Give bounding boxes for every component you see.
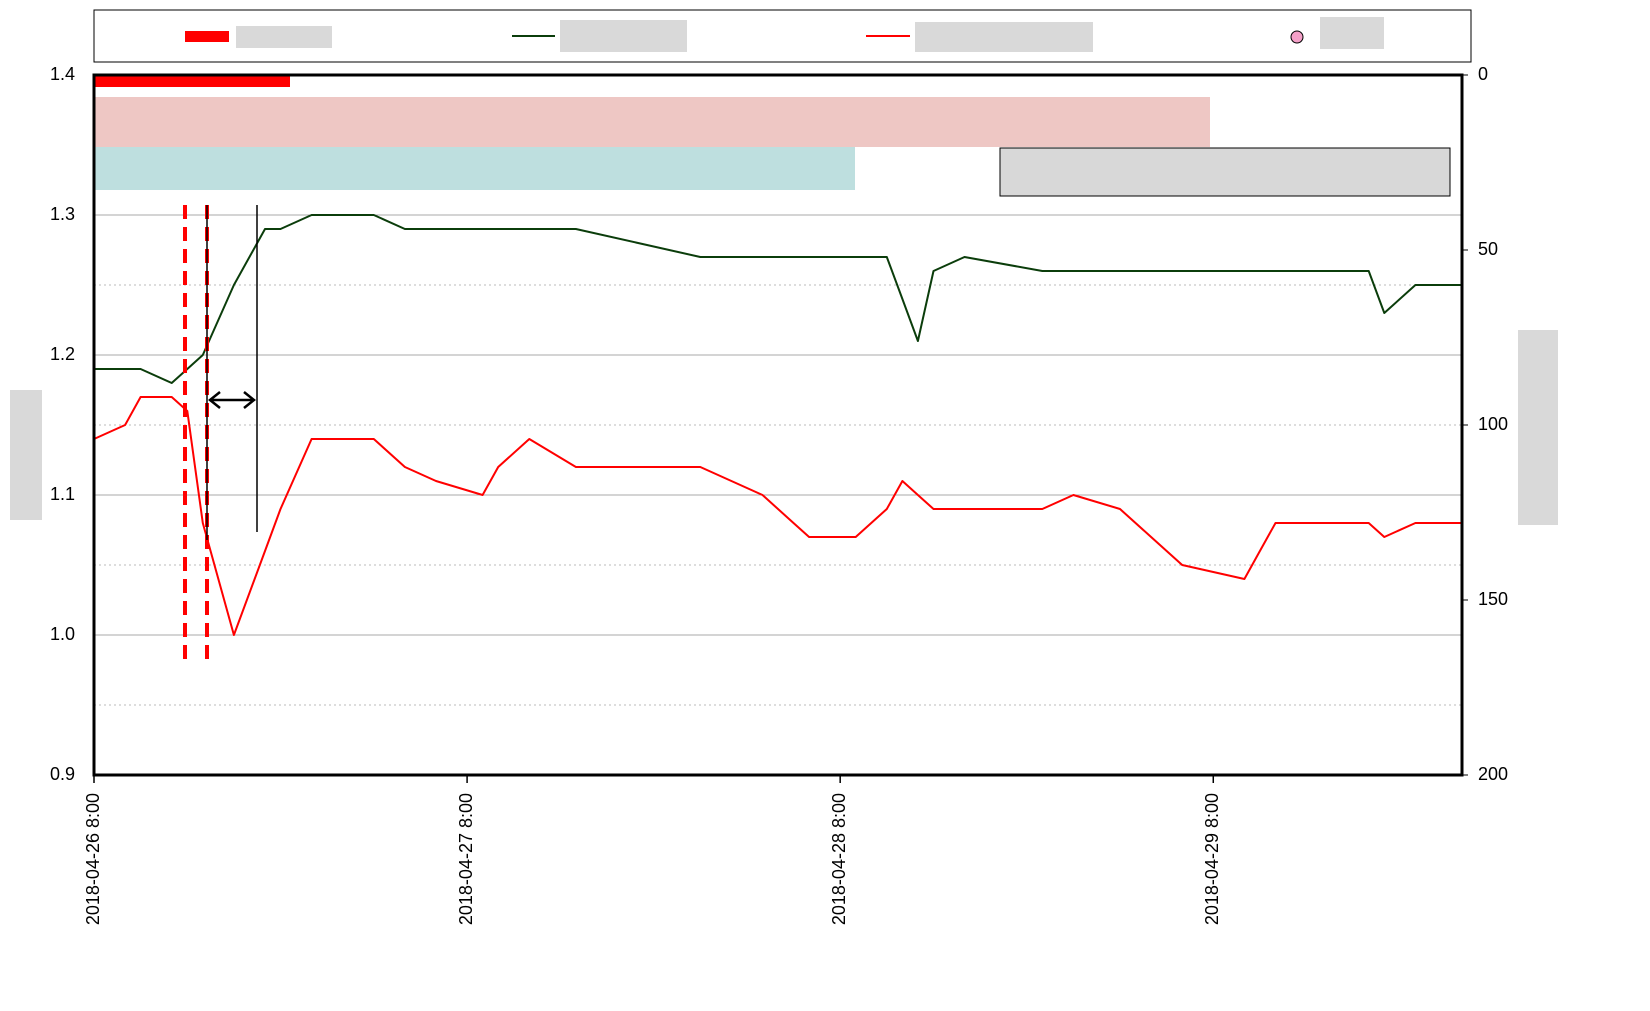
- y-tick-label: 0.9: [50, 764, 75, 784]
- y-tick-label: 1.2: [50, 344, 75, 364]
- y-tick-label: 1.0: [50, 624, 75, 644]
- legend-swatch: [1290, 30, 1304, 44]
- x-tick-label: 2018-04-29 8:00: [1202, 793, 1222, 925]
- y2-tick-label: 100: [1478, 414, 1508, 434]
- legend-swatch: [185, 31, 229, 42]
- annotation-blur: [95, 147, 855, 190]
- event-bar: [95, 75, 290, 87]
- x-tick-label: 2018-04-27 8:00: [456, 793, 476, 925]
- annotation-blur: [95, 97, 1210, 147]
- annotation-blur: [999, 147, 1451, 197]
- series-line: [94, 214, 1462, 384]
- y2-tick-label: 150: [1478, 589, 1508, 609]
- y2-tick-label: 50: [1478, 239, 1498, 259]
- y2-tick-label: 200: [1478, 764, 1508, 784]
- legend-blur: [915, 22, 1093, 52]
- x-tick-label: 2018-04-26 8:00: [83, 793, 103, 925]
- y-axis-title-blur: [10, 390, 42, 520]
- y2-tick-label: 0: [1478, 64, 1488, 84]
- y2-axis-title-blur: [1518, 330, 1558, 525]
- legend-blur: [236, 26, 332, 48]
- y-tick-label: 1.1: [50, 484, 75, 504]
- event-markers: [183, 205, 258, 662]
- legend-blur: [560, 20, 687, 52]
- y-tick-label: 1.4: [50, 64, 75, 84]
- legend-blur: [1320, 17, 1384, 49]
- x-tick-label: 2018-04-28 8:00: [829, 793, 849, 925]
- series-line: [93, 396, 1462, 636]
- minor-grid: [94, 284, 1462, 706]
- y-tick-label: 1.3: [50, 204, 75, 224]
